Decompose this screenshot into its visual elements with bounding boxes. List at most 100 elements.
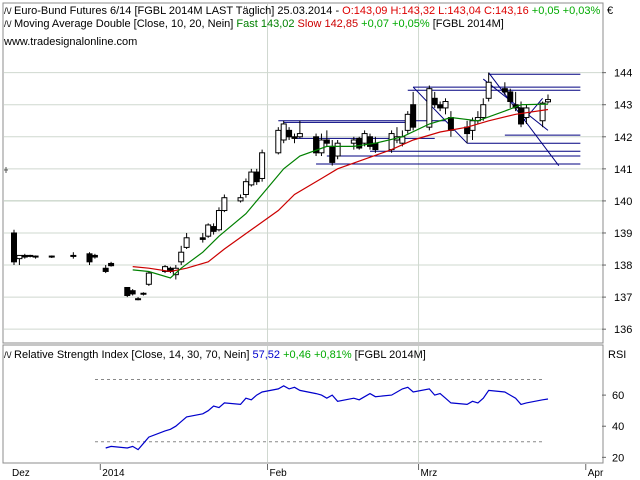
candle-down bbox=[129, 290, 136, 295]
price-panel-frame bbox=[2, 2, 604, 344]
candles bbox=[11, 72, 551, 301]
candle-down bbox=[210, 226, 217, 232]
candle-up bbox=[183, 237, 190, 248]
x-tick-label: Dez bbox=[12, 468, 30, 479]
candle-up bbox=[318, 139, 325, 154]
candle-down bbox=[91, 254, 98, 258]
candle-up bbox=[480, 104, 487, 119]
candle-down bbox=[253, 171, 260, 183]
trendline bbox=[520, 97, 543, 125]
candle-up bbox=[442, 101, 449, 109]
candle-up bbox=[539, 102, 546, 122]
candle-down bbox=[199, 237, 206, 240]
rsi-plot bbox=[105, 385, 549, 451]
candle-down bbox=[108, 262, 115, 267]
candle-down bbox=[372, 142, 379, 151]
price-tick-label: 144 bbox=[614, 68, 632, 80]
ma-legend-symbol: [FGBL 2014M] bbox=[430, 18, 504, 30]
candle-up bbox=[388, 133, 395, 151]
rsi-legend-symbol: [FGBL 2014M] bbox=[352, 349, 426, 361]
candle-down bbox=[464, 126, 471, 135]
candle-up bbox=[545, 99, 551, 103]
x-axis-ticks: Dez 2014 Feb Mrz Apr bbox=[4, 462, 604, 479]
rsi-legend: /\/ Relative Strength Index [Close, 14, … bbox=[4, 349, 426, 361]
ma-legend-slow: Slow 142,85 bbox=[298, 18, 359, 30]
price-tick-label: 136 bbox=[614, 324, 632, 336]
website-label: www.tradesignalonline.com bbox=[3, 36, 137, 48]
candle-down bbox=[286, 129, 293, 138]
candle-down bbox=[291, 136, 298, 139]
candle-down bbox=[11, 232, 17, 263]
rsi-legend-title: Relative Strength Index [Close, 14, 30, … bbox=[14, 349, 252, 361]
rsi-legend-value: 57,52 bbox=[253, 349, 281, 361]
ma-legend-icon: /\/ bbox=[4, 19, 14, 29]
candle-up bbox=[140, 292, 147, 295]
rsi-panel-frame bbox=[2, 344, 604, 464]
candle-up bbox=[242, 181, 249, 196]
x-tick-label: Mrz bbox=[421, 468, 438, 479]
candle-down bbox=[86, 253, 93, 263]
ma-legend-title: Moving Average Double [Close, 10, 20, Ne… bbox=[14, 18, 236, 30]
ma-slow-line bbox=[132, 108, 549, 273]
x-tick-label: Feb bbox=[270, 468, 288, 479]
candle-down bbox=[431, 97, 438, 106]
rsi-legend-change: +0,46 +0,81% bbox=[283, 349, 352, 361]
rsi-axis-label: RSI bbox=[608, 349, 626, 361]
candle-up bbox=[361, 133, 368, 144]
candle-up bbox=[145, 272, 152, 285]
currency-label: € bbox=[607, 5, 613, 17]
candle-up bbox=[426, 88, 433, 128]
candle-up bbox=[248, 171, 255, 186]
candle-down bbox=[124, 286, 131, 297]
ma-fast-line bbox=[132, 103, 549, 279]
moving-averages bbox=[132, 103, 549, 279]
candle-up bbox=[237, 197, 244, 202]
candle-up bbox=[404, 113, 411, 131]
price-tick-label: 137 bbox=[614, 292, 632, 304]
candle-down bbox=[356, 137, 363, 149]
price-tick-label: 139 bbox=[614, 228, 632, 240]
candle-down bbox=[518, 107, 525, 125]
rsi-panel-header-bg bbox=[4, 346, 602, 363]
rsi-legend-icon: /\/ bbox=[4, 350, 14, 360]
legend-change: +0,05 +0,03% bbox=[532, 5, 601, 17]
candle-up bbox=[27, 254, 34, 257]
candle-down bbox=[447, 117, 454, 131]
rsi-tick-label: 40 bbox=[612, 421, 624, 433]
legend-instrument: Euro-Bund Futures 6/14 [FGBL 2014M LAST … bbox=[14, 5, 342, 17]
candle-down bbox=[323, 139, 330, 144]
candle-down bbox=[102, 267, 109, 272]
candle-up bbox=[221, 197, 228, 212]
x-tick-label: 2014 bbox=[102, 468, 125, 479]
candle-up bbox=[135, 298, 142, 301]
trendline bbox=[412, 86, 468, 144]
candle-down bbox=[410, 104, 417, 128]
candle-up bbox=[259, 152, 266, 179]
price-tick-label: 141 bbox=[614, 164, 632, 176]
legend-ohlc: O:143,09 H:143,32 L:143,04 C:143,16 bbox=[342, 5, 529, 17]
candle-down bbox=[437, 104, 444, 109]
ma-legend-fast: Fast 143,02 bbox=[236, 18, 294, 30]
candle-up bbox=[178, 251, 185, 263]
legend-line-2: /\/ Moving Average Double [Close, 10, 20… bbox=[4, 18, 504, 30]
candle-up bbox=[70, 254, 77, 257]
grid-lines bbox=[4, 4, 602, 462]
price-tick-label: 140 bbox=[614, 196, 632, 208]
candle-up bbox=[205, 224, 212, 237]
candle-up bbox=[334, 142, 341, 157]
candle-up bbox=[485, 81, 492, 99]
candle-down bbox=[367, 136, 373, 147]
price-tick-label: 138 bbox=[614, 260, 632, 272]
price-tick-label: 142 bbox=[614, 132, 632, 144]
x-tick-label: Apr bbox=[588, 468, 604, 479]
legend-icon: /\/ bbox=[4, 6, 14, 16]
candle-up bbox=[275, 129, 282, 154]
ma-legend-change: +0,07 +0,05% bbox=[361, 18, 430, 30]
rsi-line bbox=[105, 385, 549, 451]
y-axis-ticks: 136 137 138 139 140 141 142 143 144 20 40 60 bbox=[4, 68, 632, 464]
legend-line-1: /\/ Euro-Bund Futures 6/14 [FGBL 2014M L… bbox=[4, 5, 601, 17]
candle-down bbox=[21, 254, 28, 258]
price-tick-label: 143 bbox=[614, 100, 632, 112]
candle-down bbox=[507, 91, 514, 103]
